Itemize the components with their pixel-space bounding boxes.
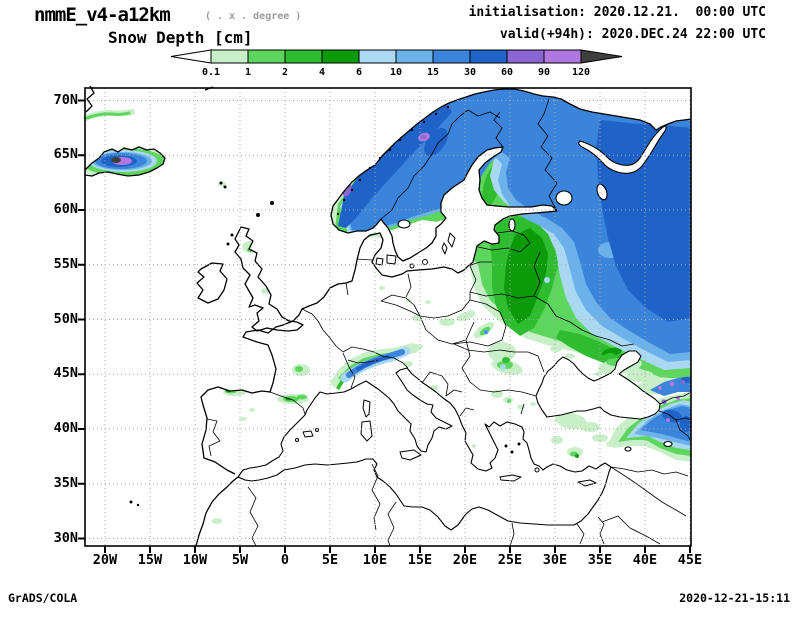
model-title: nmmE_v4-a12km <box>34 4 171 26</box>
svg-text:30: 30 <box>464 67 476 78</box>
lon-label: 15E <box>407 552 433 568</box>
svg-text:2: 2 <box>282 67 288 78</box>
lat-label: 60N <box>53 201 78 217</box>
lon-label: 40E <box>632 552 658 568</box>
country-borders <box>206 98 692 547</box>
colorbar-legend: 0.1 1 2 4 6 10 15 30 60 90 120 <box>170 49 623 78</box>
svg-text:15: 15 <box>427 67 439 78</box>
svg-text:6: 6 <box>356 67 362 78</box>
lat-label: 35N <box>53 474 78 491</box>
lat-lon-grid <box>78 88 691 553</box>
lon-label: 20E <box>452 552 478 568</box>
lon-label: 35E <box>587 552 613 568</box>
lon-label: 5E <box>321 552 339 568</box>
lon-label: 5W <box>231 552 249 568</box>
svg-text:0.1: 0.1 <box>202 67 220 78</box>
lat-label: 40N <box>53 420 78 436</box>
lat-label: 55N <box>53 255 78 272</box>
lon-label: 45E <box>677 552 703 568</box>
valid-time: valid(+94h): 2020.DEC.24 22:00 UTC <box>499 27 766 42</box>
field-title: Snow Depth [cm] <box>108 28 253 47</box>
svg-text:90: 90 <box>538 67 550 78</box>
greenland-edge <box>83 85 226 187</box>
lon-label: 0 <box>280 552 290 568</box>
svg-text:4: 4 <box>319 67 325 78</box>
svg-text:10: 10 <box>390 67 402 78</box>
lat-label: 30N <box>53 529 78 546</box>
coastlines <box>84 88 692 547</box>
lat-label: 50N <box>53 310 78 327</box>
lat-label: 70N <box>53 91 78 108</box>
model-resolution-note: ( . x . degree ) <box>205 11 302 22</box>
grads-credit: GrADS/COLA <box>8 591 78 605</box>
svg-text:60: 60 <box>501 67 513 78</box>
lon-label: 10W <box>182 552 208 568</box>
initialisation-time: initialisation: 2020.12.21. 00:00 UTC <box>468 5 766 20</box>
lon-label: 25E <box>497 552 523 568</box>
lon-label: 30E <box>542 552 568 568</box>
lat-label: 45N <box>53 365 78 382</box>
lat-label: 65N <box>53 146 78 163</box>
lon-label: 10E <box>362 552 388 568</box>
lon-label: 15W <box>137 552 163 568</box>
svg-text:1: 1 <box>245 67 251 78</box>
lon-label: 20W <box>92 552 118 568</box>
map-frame <box>84 87 692 547</box>
svg-text:120: 120 <box>572 67 590 78</box>
plot-timestamp: 2020-12-21-15:11 <box>679 591 790 605</box>
